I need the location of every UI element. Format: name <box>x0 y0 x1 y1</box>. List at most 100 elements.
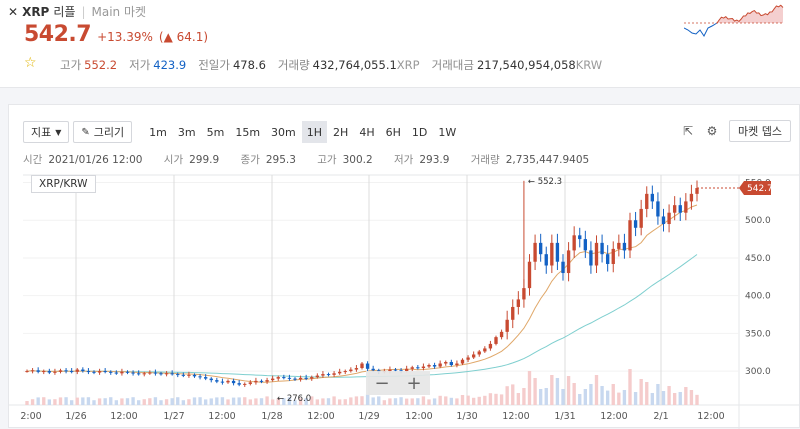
candle-body <box>75 369 79 372</box>
candle-body <box>254 380 258 383</box>
volume-bar <box>136 400 141 405</box>
y-tick-label: 350.0 <box>745 329 771 339</box>
gear-icon[interactable]: ⚙ <box>706 124 718 138</box>
volume-bar <box>477 396 481 405</box>
zoom-out-button[interactable]: − <box>374 372 390 394</box>
draw-button[interactable]: ✎ 그리기 <box>73 121 133 143</box>
x-tick-label: 12:00 <box>208 411 235 422</box>
candle-body <box>633 220 638 228</box>
favorite-star-icon[interactable]: ☆ <box>24 55 37 71</box>
volume-bar <box>226 399 230 405</box>
candle-body <box>678 205 682 213</box>
volume-bar <box>243 397 247 405</box>
close-icon[interactable]: ✕ <box>8 4 19 19</box>
volume-bar <box>382 400 387 405</box>
volume-bar <box>64 397 68 405</box>
timeframe-2H[interactable]: 2H <box>333 125 349 139</box>
candle-body <box>471 354 476 358</box>
volume-bar <box>142 399 146 405</box>
volume-bar <box>187 399 191 405</box>
volume-bar <box>695 394 699 405</box>
candle-body <box>371 368 375 371</box>
timeframe-5m[interactable]: 5m <box>206 125 225 139</box>
open-label: 시가 <box>163 154 184 166</box>
candle-body <box>226 380 230 383</box>
volume-bar <box>678 392 682 405</box>
x-tick-label: 1/31 <box>554 411 575 422</box>
stat-value: 478.6 <box>232 58 266 72</box>
candle-body <box>315 375 320 378</box>
volume-bar <box>198 397 202 405</box>
time-value: 2021/01/26 12:00 <box>48 154 143 166</box>
indicator-button[interactable]: 지표 ▼ <box>23 121 70 143</box>
volume-bar <box>589 384 593 405</box>
stat-unit: XRP <box>396 58 420 72</box>
volume-bar <box>25 401 29 405</box>
candle-body <box>589 250 593 266</box>
candle-body <box>550 242 554 266</box>
high-value: 300.2 <box>342 154 373 166</box>
volume-bar <box>416 398 420 405</box>
y-tick-label: 300.0 <box>745 367 771 377</box>
stat-value: 552.2 <box>84 58 118 72</box>
volume-bar <box>270 399 275 405</box>
volume-bar <box>578 394 582 405</box>
x-tick-label: 1/30 <box>456 411 477 422</box>
candle-body <box>103 371 107 373</box>
x-tick-label: 1/26 <box>65 411 86 422</box>
candle-body <box>410 367 414 369</box>
timeframe-30m[interactable]: 30m <box>271 125 296 139</box>
current-price-tag <box>739 181 771 196</box>
candle-body <box>97 371 102 373</box>
volume-bar <box>667 386 671 405</box>
candle-body <box>533 242 537 262</box>
candle-body <box>645 193 649 209</box>
candle-body <box>203 377 208 379</box>
volume-bar <box>594 375 599 405</box>
candle-body <box>164 373 169 375</box>
candle-body <box>432 365 437 367</box>
volume-bar <box>192 397 197 405</box>
timeframe-6H[interactable]: 6H <box>385 125 401 139</box>
volume-bar <box>103 398 107 405</box>
candlestick-chart[interactable]: 300.0350.0400.0450.0500.0550.02:001/2612… <box>9 105 800 429</box>
timeframe-4H[interactable]: 4H <box>359 125 375 139</box>
zoom-in-button[interactable]: + <box>406 372 422 394</box>
volume-bar <box>566 376 571 405</box>
volume-bar <box>499 394 504 405</box>
volume-bar <box>438 395 442 405</box>
candle-body <box>25 371 29 373</box>
pencil-icon: ✎ <box>81 126 90 138</box>
candle-body <box>237 383 241 385</box>
volume-label: 거래량 <box>470 154 500 166</box>
timeframe-1W[interactable]: 1W <box>438 125 457 139</box>
timeframe-1H[interactable]: 1H <box>301 121 328 143</box>
candle-body <box>187 374 191 376</box>
volume-bar <box>354 396 359 405</box>
x-tick-label: 2:00 <box>20 411 41 422</box>
volume-bar <box>360 396 364 405</box>
timeframe-15m[interactable]: 15m <box>235 125 261 139</box>
candle-body <box>578 235 582 240</box>
volume-bar <box>561 389 565 405</box>
candle-body <box>611 248 615 264</box>
volume-bar <box>237 397 241 405</box>
x-tick-label: 1/28 <box>261 411 282 422</box>
volume-bar <box>388 398 392 405</box>
candle-body <box>159 373 163 375</box>
candle-body <box>321 374 325 376</box>
candle-body <box>455 363 459 366</box>
timeframe-3m[interactable]: 3m <box>177 125 196 139</box>
market-depth-button[interactable]: 마켓 뎁스 <box>729 120 791 142</box>
volume-bar <box>170 398 174 405</box>
candle-body <box>248 382 253 384</box>
change-percent: +13.39% <box>97 30 153 44</box>
change-amount-value: ▲ 64.1 <box>163 30 204 44</box>
expand-icon[interactable]: ⇱ <box>682 124 694 138</box>
volume-bar <box>550 375 554 405</box>
chart-toolbar: 지표 ▼ ✎ 그리기 1m 3m 5m 15m 30m 1H 2H 4H 6H 1D 1W <box>23 119 461 145</box>
candle-body <box>192 374 197 377</box>
timeframe-1D[interactable]: 1D <box>411 125 428 139</box>
candle-body <box>209 378 213 381</box>
timeframe-1m[interactable]: 1m <box>149 125 167 139</box>
